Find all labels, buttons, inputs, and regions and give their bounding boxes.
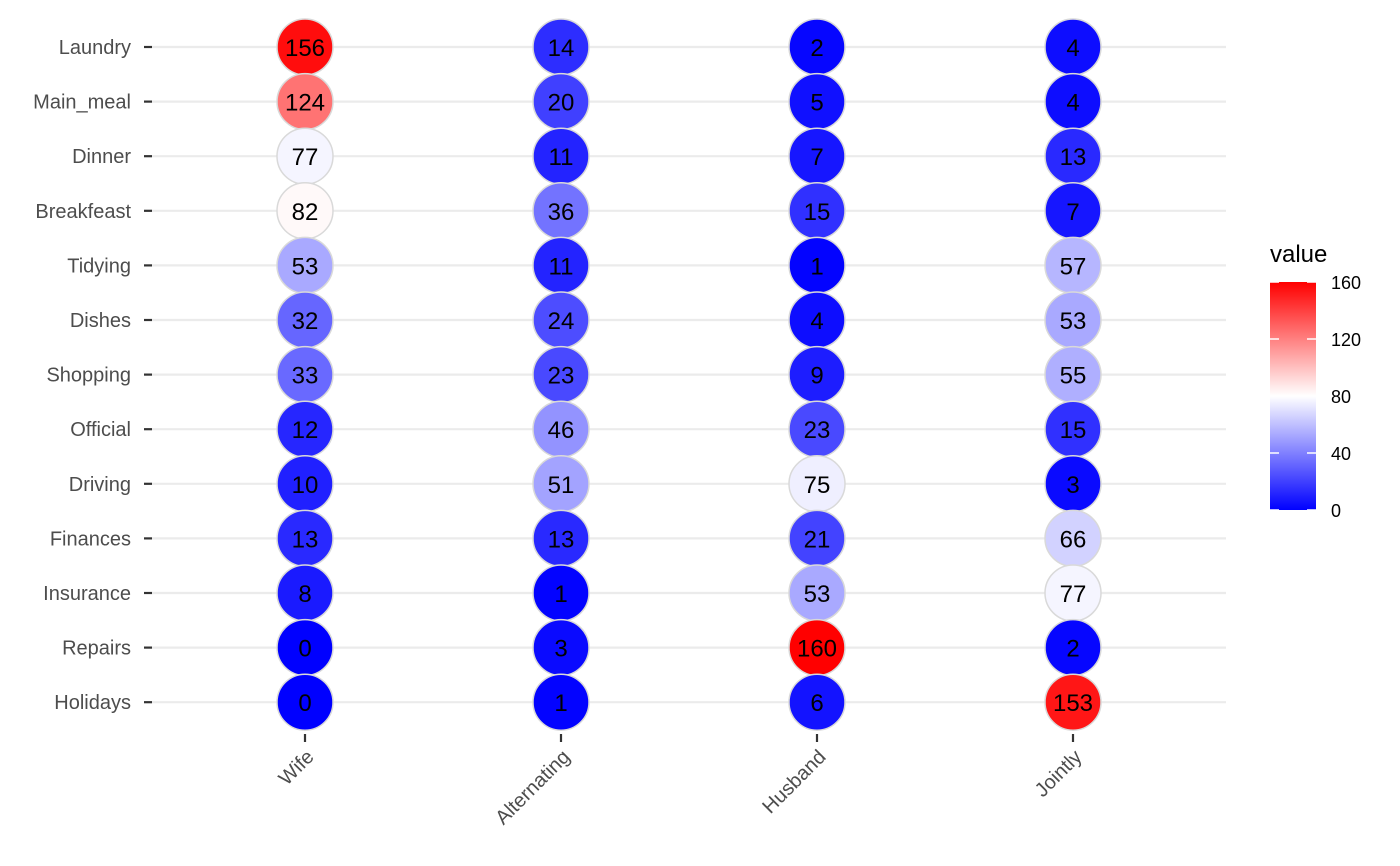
cell-value-label: 57 (1060, 253, 1087, 280)
cell-value-label: 32 (292, 308, 319, 335)
cell-value-label: 4 (810, 308, 823, 335)
legend-title: value (1270, 241, 1327, 268)
y-tick-label: Finances (50, 528, 131, 550)
cell-value-label: 0 (298, 690, 311, 717)
cell-value-label: 20 (548, 90, 575, 117)
cell-value-label: 4 (1066, 35, 1079, 62)
cell-value-label: 77 (1060, 581, 1087, 608)
cell-circle (788, 673, 846, 731)
cell-value-label: 2 (810, 35, 823, 62)
cell-value-label: 33 (292, 363, 319, 390)
cell-value-label: 21 (804, 526, 831, 553)
legend-tick-label: 40 (1331, 444, 1351, 464)
x-axis: Wife Alternating Husband Jointly (275, 734, 1087, 829)
cell-value-label: 2 (1066, 636, 1079, 663)
y-tick-label: Driving (69, 474, 131, 496)
cell-value-label: 13 (292, 526, 319, 553)
cell-value-label: 36 (548, 199, 575, 226)
cell-value-label: 15 (1060, 417, 1087, 444)
legend: value 0 40 80 120 160 (1270, 241, 1361, 521)
x-tick-label: Husband (758, 746, 830, 818)
legend-tick-label: 120 (1331, 330, 1361, 350)
cell-value-label: 160 (797, 636, 837, 663)
y-tick-label: Main_meal (33, 92, 131, 114)
y-tick-label: Laundry (59, 37, 131, 59)
cell-value-label: 14 (548, 35, 575, 62)
cell-value-label: 55 (1060, 363, 1087, 390)
cell-value-label: 13 (548, 526, 575, 553)
cell-value-label: 1 (554, 690, 567, 717)
cell-value-label: 9 (810, 363, 823, 390)
cell-value-label: 23 (548, 363, 575, 390)
cell-value-label: 53 (292, 253, 319, 280)
x-tick-label: Wife (275, 746, 319, 790)
y-tick-label: Repairs (62, 638, 131, 660)
cell-value-label: 1 (810, 253, 823, 280)
cell-value-label: 7 (1066, 199, 1079, 226)
legend-tick-label: 160 (1331, 273, 1361, 293)
cell-value-label: 13 (1060, 144, 1087, 171)
y-tick-label: Insurance (43, 583, 131, 605)
cell-value-label: 77 (292, 144, 319, 171)
y-tick-label: Official (70, 419, 131, 441)
cell-value-label: 3 (1066, 472, 1079, 499)
cell-value-label: 66 (1060, 526, 1087, 553)
cell-value-label: 3 (554, 636, 567, 663)
cell-value-label: 53 (1060, 308, 1087, 335)
cell-value-label: 10 (292, 472, 319, 499)
cell-value-label: 11 (549, 253, 574, 280)
x-tick-label: Alternating (491, 746, 574, 829)
cell-value-label: 1 (554, 581, 567, 608)
cell-value-label: 82 (292, 199, 319, 226)
legend-tick-label: 0 (1331, 501, 1341, 521)
cell-circle (532, 673, 590, 731)
cell-value-label: 24 (548, 308, 575, 335)
cell-value-label: 0 (298, 636, 311, 663)
cell-value-label: 5 (810, 90, 823, 117)
cell-value-label: 156 (285, 35, 325, 62)
cell-value-label: 53 (804, 581, 831, 608)
legend-tick-label: 80 (1331, 387, 1351, 407)
cell-value-label: 51 (548, 472, 575, 499)
cell-value-label: 4 (1066, 90, 1079, 117)
x-tick-label: Jointly (1031, 746, 1087, 802)
y-tick-label: Shopping (46, 365, 131, 387)
cell-value-label: 11 (549, 144, 574, 171)
cell-circle (1044, 673, 1102, 731)
cell-value-label: 124 (285, 90, 325, 117)
y-tick-label: Dishes (70, 310, 131, 332)
y-axis: Laundry Main_meal Dinner Breakfeast Tidying D… (33, 37, 152, 714)
y-tick-label: Tidying (67, 255, 131, 277)
cell-value-label: 75 (804, 472, 831, 499)
cell-value-label: 15 (804, 199, 831, 226)
cell-value-label: 153 (1053, 690, 1093, 717)
cell-value-label: 6 (810, 690, 823, 717)
y-tick-label: Dinner (72, 146, 131, 168)
legend-ticks: 0 40 80 120 160 (1270, 273, 1361, 521)
cell-value-label: 23 (804, 417, 831, 444)
cell-value-label: 12 (292, 417, 319, 444)
y-tick-label: Breakfeast (35, 201, 131, 223)
cell-value-label: 46 (548, 417, 575, 444)
y-tick-label: Holidays (54, 692, 131, 714)
cell-value-label: 7 (810, 144, 823, 171)
cell-value-label: 8 (298, 581, 311, 608)
cell-circle (276, 673, 334, 731)
